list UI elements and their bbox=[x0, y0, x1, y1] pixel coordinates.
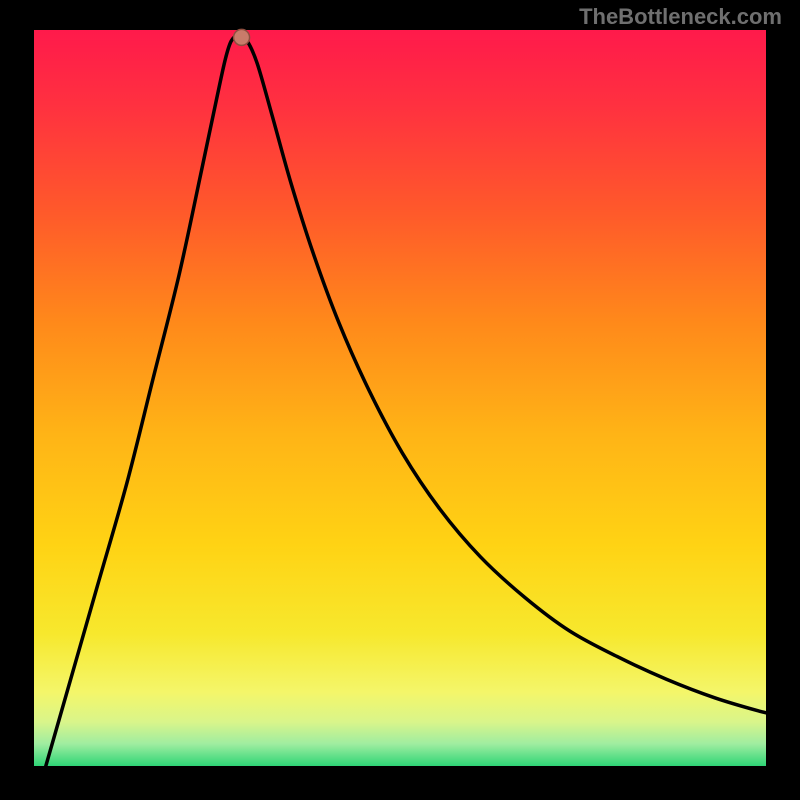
watermark-text: TheBottleneck.com bbox=[579, 4, 782, 30]
curve-layer bbox=[34, 30, 766, 766]
bottleneck-curve bbox=[38, 35, 782, 794]
plot-container bbox=[28, 30, 772, 772]
minimum-marker bbox=[234, 29, 250, 45]
